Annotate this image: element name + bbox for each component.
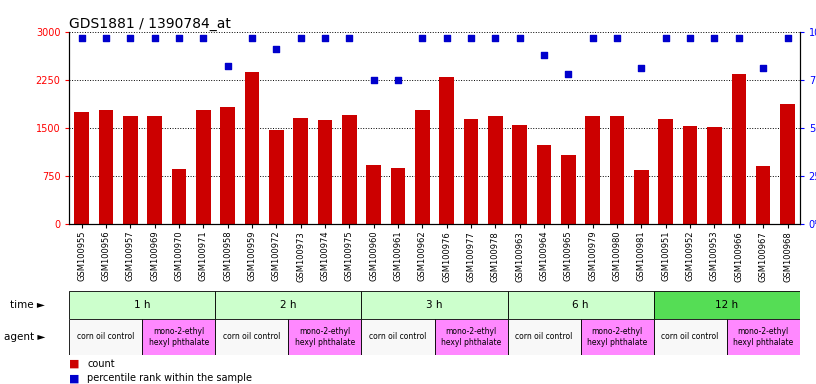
Point <box>392 77 405 83</box>
Text: mono-2-ethyl
hexyl phthalate: mono-2-ethyl hexyl phthalate <box>295 327 355 347</box>
Text: 12 h: 12 h <box>715 300 738 310</box>
Point <box>489 35 502 41</box>
Bar <box>756 166 770 224</box>
Point <box>246 35 259 41</box>
Point <box>197 35 210 41</box>
Bar <box>659 119 673 224</box>
Text: ■: ■ <box>69 359 80 369</box>
Bar <box>123 116 138 224</box>
Bar <box>731 74 746 224</box>
Point <box>586 35 599 41</box>
Bar <box>215 291 361 319</box>
Bar <box>245 72 259 224</box>
Text: time ►: time ► <box>10 300 45 310</box>
Text: 2 h: 2 h <box>280 300 297 310</box>
Bar <box>342 115 357 224</box>
Point <box>732 35 745 41</box>
Text: corn oil control: corn oil control <box>224 333 281 341</box>
Point <box>124 35 137 41</box>
Bar <box>69 291 215 319</box>
Text: corn oil control: corn oil control <box>78 333 135 341</box>
Point <box>221 63 234 70</box>
Point <box>610 35 623 41</box>
Point <box>318 35 331 41</box>
Text: GDS1881 / 1390784_at: GDS1881 / 1390784_at <box>69 17 231 31</box>
Bar <box>707 127 722 224</box>
Text: percentile rank within the sample: percentile rank within the sample <box>87 373 252 383</box>
Point <box>781 35 794 41</box>
Text: agent ►: agent ► <box>3 332 45 342</box>
Bar <box>508 319 580 355</box>
Text: mono-2-ethyl
hexyl phthalate: mono-2-ethyl hexyl phthalate <box>733 327 793 347</box>
Point <box>635 65 648 71</box>
Bar <box>585 116 600 224</box>
Bar <box>726 319 800 355</box>
Bar <box>74 112 89 224</box>
Point <box>148 35 161 41</box>
Text: corn oil control: corn oil control <box>516 333 573 341</box>
Bar <box>171 169 186 224</box>
Bar <box>366 165 381 224</box>
Bar <box>220 108 235 224</box>
Bar <box>269 131 284 224</box>
Bar <box>215 319 288 355</box>
Bar <box>361 291 508 319</box>
Text: ■: ■ <box>69 373 80 383</box>
Bar <box>415 110 430 224</box>
Text: mono-2-ethyl
hexyl phthalate: mono-2-ethyl hexyl phthalate <box>149 327 209 347</box>
Point <box>75 35 88 41</box>
Bar <box>654 291 800 319</box>
Bar <box>463 119 478 224</box>
Bar <box>610 116 624 224</box>
Text: corn oil control: corn oil control <box>662 333 719 341</box>
Point <box>708 35 721 41</box>
Bar <box>561 155 576 224</box>
Point <box>270 46 283 52</box>
Bar <box>293 118 308 224</box>
Bar <box>317 120 332 224</box>
Point <box>538 52 551 58</box>
Bar <box>654 319 727 355</box>
Bar <box>488 116 503 224</box>
Bar <box>69 319 142 355</box>
Bar <box>780 104 795 224</box>
Point <box>367 77 380 83</box>
Bar <box>439 77 454 224</box>
Text: mono-2-ethyl
hexyl phthalate: mono-2-ethyl hexyl phthalate <box>441 327 501 347</box>
Bar <box>512 125 527 224</box>
Bar <box>508 291 654 319</box>
Bar <box>634 170 649 224</box>
Bar <box>683 126 698 224</box>
Text: mono-2-ethyl
hexyl phthalate: mono-2-ethyl hexyl phthalate <box>587 327 647 347</box>
Point <box>562 71 575 77</box>
Text: 1 h: 1 h <box>134 300 151 310</box>
Text: 6 h: 6 h <box>572 300 589 310</box>
Point <box>659 35 672 41</box>
Point <box>756 65 769 71</box>
Text: corn oil control: corn oil control <box>370 333 427 341</box>
Bar <box>580 319 654 355</box>
Bar <box>391 168 406 224</box>
Point <box>684 35 697 41</box>
Bar <box>99 110 113 224</box>
Bar <box>147 116 162 224</box>
Bar <box>142 319 215 355</box>
Bar <box>361 319 434 355</box>
Bar <box>288 319 361 355</box>
Point <box>343 35 356 41</box>
Point <box>172 35 185 41</box>
Point <box>440 35 453 41</box>
Text: count: count <box>87 359 115 369</box>
Point <box>464 35 477 41</box>
Point <box>100 35 113 41</box>
Point <box>294 35 307 41</box>
Point <box>416 35 429 41</box>
Bar <box>537 145 552 224</box>
Text: 3 h: 3 h <box>426 300 443 310</box>
Bar <box>196 110 211 224</box>
Point <box>513 35 526 41</box>
Bar <box>434 319 508 355</box>
